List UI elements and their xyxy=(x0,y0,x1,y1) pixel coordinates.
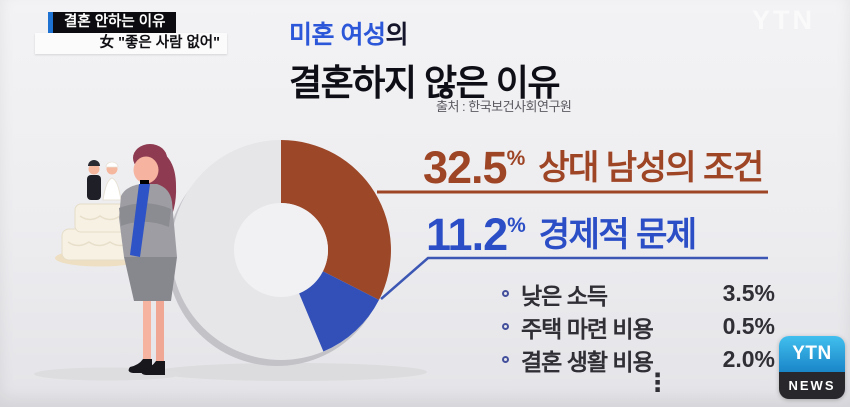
breakdown-label: 낮은 소득 xyxy=(521,282,608,309)
headline-suffix: 의 xyxy=(385,21,408,49)
woman-illustration xyxy=(119,144,177,375)
breakdown-value: 3.5% xyxy=(722,280,775,306)
callout-partner-value: 32.5 xyxy=(423,142,508,193)
cake-icing-detail xyxy=(79,215,121,221)
donut-chart xyxy=(167,140,391,366)
breakdown-value: 0.5% xyxy=(722,313,775,339)
woman-face xyxy=(133,156,159,184)
headline-highlight: 미혼 여성 xyxy=(289,21,386,49)
woman-skirt xyxy=(124,257,177,301)
headline-block: 미혼 여성의 결혼하지 않은 이유 xyxy=(289,15,560,106)
bullet-icon xyxy=(502,290,509,297)
breakdown-label: 결혼 생활 비용 xyxy=(521,348,654,375)
donut-hole xyxy=(234,203,328,297)
topic-badge-primary: 결혼 안하는 이유 xyxy=(48,12,177,33)
callout-economic-value: 11.2 xyxy=(426,209,508,260)
ytn-logo-top: YTN xyxy=(779,336,845,372)
badge-accent-bar xyxy=(48,12,53,33)
ytn-news-logo: YTN NEWS xyxy=(779,336,845,399)
callout-economic-label: 경제적 문제 xyxy=(538,216,697,254)
breakdown-value: 2.0% xyxy=(722,346,775,372)
callout-partner-conditions: 32.5 % 상대 남성의 조건 xyxy=(423,142,764,193)
woman-shoe-back xyxy=(141,361,165,375)
leader-line-economic xyxy=(380,256,768,300)
ytn-watermark: YTN xyxy=(752,5,815,35)
headline-line1: 미혼 여성의 xyxy=(289,15,559,51)
donut-ground-shadow xyxy=(157,363,427,381)
bullet-icon xyxy=(502,356,509,363)
topic-badge-primary-label: 결혼 안하는 이유 xyxy=(53,12,177,33)
donut-segment-partner-conditions xyxy=(281,140,391,300)
economic-breakdown-list: 낮은 소득 3.5% 주택 마련 비용 0.5% 결혼 생활 비용 2.0% xyxy=(502,277,775,376)
cake-topper-groom xyxy=(87,160,101,200)
cake-topper-bride xyxy=(102,161,122,201)
headline-line2: 결혼하지 않은 이유 xyxy=(289,62,560,103)
callout-economic: 11.2 % 경제적 문제 xyxy=(426,209,697,260)
source-credit: 출처 : 한국보건사회연구원 xyxy=(436,99,572,114)
woman-scarf xyxy=(130,184,150,257)
list-item: 결혼 생활 비용 2.0% xyxy=(502,343,775,376)
wedding-cake-illustration xyxy=(55,160,145,267)
cake-icing-detail2 xyxy=(67,241,132,247)
callout-partner-unit: % xyxy=(506,147,526,170)
callout-partner-label: 상대 남성의 조건 xyxy=(538,149,764,187)
more-items-ellipsis-icon: ⋮ xyxy=(645,369,670,397)
ytn-logo-bottom: NEWS xyxy=(779,372,845,399)
list-item: 낮은 소득 3.5% xyxy=(502,277,775,310)
breakdown-label: 주택 마련 비용 xyxy=(521,315,654,342)
woman-leg-back xyxy=(156,301,164,361)
woman-leg-front xyxy=(143,301,151,361)
list-item: 주택 마련 비용 0.5% xyxy=(502,310,775,343)
callout-economic-unit: % xyxy=(507,214,526,237)
donut-segment-economic xyxy=(299,271,379,352)
bullet-icon xyxy=(502,323,509,330)
topic-badge-secondary: 女 "좋은 사람 없어" xyxy=(35,33,227,54)
